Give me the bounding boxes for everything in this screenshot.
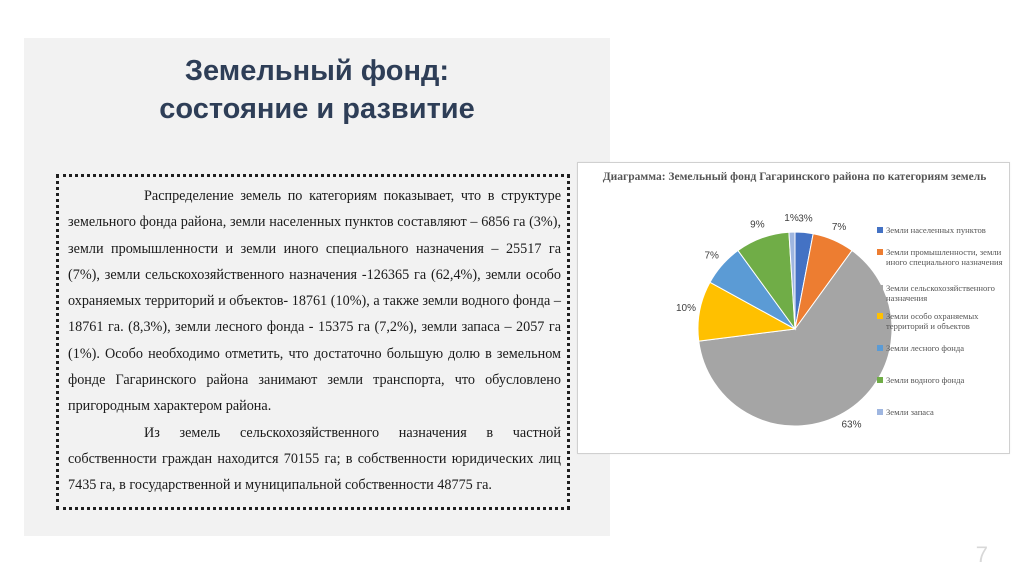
pie-data-label-2: 63% [841, 420, 861, 431]
legend-swatch-4 [877, 345, 883, 351]
pie-data-label-0: 3% [798, 213, 813, 224]
legend-label-1: Земли промышленности, земли иного специа… [886, 247, 1003, 267]
pie-chart: Диаграмма: Земельный фонд Гагаринского р… [577, 162, 1010, 454]
chart-title: Диаграмма: Земельный фонд Гагаринского р… [602, 171, 987, 183]
pie-data-label-4: 7% [705, 251, 720, 262]
slide-title-line2: состояние и развитие [159, 93, 475, 125]
legend-swatch-3 [877, 313, 883, 319]
legend-item-5: Земли водного фонда [877, 375, 1009, 385]
legend-label-0: Земли населенных пунктов [886, 225, 986, 235]
legend-item-4: Земли лесного фонда [877, 343, 1009, 353]
description-textbox: Распределение земель по категориям показ… [56, 174, 570, 510]
pie-data-label-1: 7% [832, 222, 847, 233]
legend-swatch-0 [877, 227, 883, 233]
legend-label-5: Земли водного фонда [886, 375, 965, 385]
content-panel [24, 38, 610, 536]
legend-item-1: Земли промышленности, земли иного специа… [877, 247, 1009, 267]
pie-slice-6 [788, 231, 796, 330]
pie-data-label-3: 10% [676, 303, 696, 314]
legend-swatch-1 [877, 249, 883, 255]
legend-item-6: Земли запаса [877, 407, 1009, 417]
pie-chart-svg: 3% 7% 63% 10% 7% 9% 1% [676, 213, 893, 431]
legend-label-4: Земли лесного фонда [886, 343, 965, 353]
legend-item-2: Земли сельскохозяйственного назначения [877, 283, 1009, 303]
slide-title: Земельный фонд: состояние и развитие [24, 52, 610, 128]
legend-swatch-5 [877, 377, 883, 383]
slide-title-line1: Земельный фонд: [184, 55, 450, 87]
legend-swatch-6 [877, 409, 883, 415]
legend-swatch-2 [877, 285, 883, 291]
pie-slice-2 [698, 249, 893, 427]
page-number: 7 [975, 542, 988, 567]
pie-data-label-5: 9% [750, 220, 765, 231]
legend-label-3: Земли особо охраняемых территорий и объе… [886, 311, 979, 331]
legend-label-2: Земли сельскохозяйственного назначения [886, 283, 995, 303]
legend-label-6: Земли запаса [886, 407, 934, 417]
paragraph-ownership: Из земель сельскохозяйственного назначен… [68, 424, 561, 494]
legend-item-0: Земли населенных пунктов [877, 225, 1009, 235]
legend-item-3: Земли особо охраняемых территорий и объе… [877, 311, 1009, 331]
pie-data-label-6: 1% [784, 213, 799, 224]
paragraph-distribution: Распределение земель по категориям показ… [68, 188, 561, 415]
